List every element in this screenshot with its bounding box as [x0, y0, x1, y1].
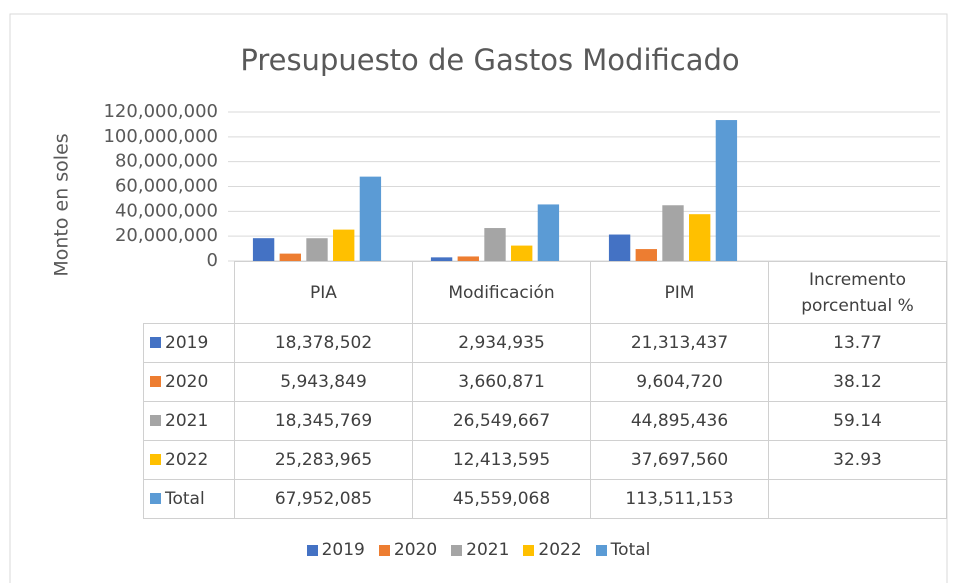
y-axis-label: Monto en soles	[51, 133, 73, 276]
bar	[252, 238, 275, 261]
table-header-row: PIA Modificación PIM Incremento porcentual …	[143, 261, 947, 324]
bar	[484, 228, 506, 261]
series-name: 2020	[165, 372, 209, 392]
legend-item: 2019	[306, 540, 365, 560]
table-key: 2021	[143, 401, 235, 441]
y-tick-label: 120,000,000	[103, 101, 218, 122]
table-header: Incremento porcentual %	[768, 261, 947, 324]
table-corner	[143, 261, 235, 324]
bar	[279, 253, 301, 261]
legend-item: 2020	[378, 540, 438, 560]
series-name: Total	[165, 489, 205, 509]
table-cell: 18,345,769	[234, 401, 413, 441]
legend-label: 2020	[393, 540, 438, 560]
legend-swatch	[150, 337, 161, 348]
bar	[457, 256, 479, 261]
legend-swatch	[523, 544, 535, 556]
table-row: Total 67,952,085 45,559,068 113,511,153	[143, 479, 947, 519]
legend-swatch	[150, 415, 161, 426]
bar	[430, 257, 453, 261]
table-cell: 44,895,436	[590, 401, 769, 441]
legend-swatch	[451, 544, 463, 556]
y-tick-label: 80,000,000	[115, 151, 218, 172]
table-cell: 21,313,437	[590, 323, 769, 363]
series-name: 2019	[165, 333, 209, 353]
bar	[306, 238, 328, 261]
table-cell: 37,697,560	[590, 440, 769, 480]
table-row: 2019 18,378,502 2,934,935 21,313,437 13.77	[143, 323, 947, 363]
table-row: 2022 25,283,965 12,413,595 37,697,560 32.93	[143, 440, 947, 480]
y-tick-label: 60,000,000	[115, 176, 218, 197]
table-key: 2022	[143, 440, 235, 480]
bar	[359, 176, 382, 261]
data-table: PIA Modificación PIM Incremento porcentual …	[143, 261, 947, 519]
table-cell: 59.14	[768, 401, 947, 441]
chart-border	[9, 13, 948, 583]
legend-label: 2019	[321, 540, 365, 560]
table-cell: 3,660,871	[412, 362, 591, 402]
legend-label: 2021	[466, 540, 510, 560]
bar	[635, 249, 657, 261]
table-cell: 67,952,085	[234, 479, 413, 519]
table-cell: 9,604,720	[590, 362, 769, 402]
table-row: 2020 5,943,849 3,660,871 9,604,720 38.12	[143, 362, 947, 402]
legend-swatch	[150, 376, 161, 387]
bar	[715, 120, 738, 262]
legend-swatch	[595, 544, 607, 556]
bar	[537, 204, 560, 261]
legend-swatch	[150, 493, 161, 504]
y-tick-label: 20,000,000	[115, 225, 218, 246]
legend-label: 2022	[538, 540, 582, 560]
series-name: 2021	[165, 411, 209, 431]
legend-item: Total	[595, 540, 651, 560]
table-cell: 26,549,667	[412, 401, 591, 441]
chart-title: Presupuesto de Gastos Modificado	[240, 43, 739, 77]
bar	[662, 205, 684, 261]
table-cell	[768, 479, 947, 519]
bar	[608, 234, 631, 261]
table-cell: 32.93	[768, 440, 947, 480]
series-name: 2022	[165, 450, 209, 470]
table-key: 2020	[143, 362, 235, 402]
y-tick-label: 40,000,000	[115, 200, 218, 221]
bar	[511, 245, 533, 261]
table-header: PIA	[234, 261, 413, 324]
legend-swatch	[306, 544, 318, 556]
legend-swatch	[378, 544, 390, 556]
table-cell: 38.12	[768, 362, 947, 402]
bar	[333, 229, 355, 261]
legend-label: Total	[610, 540, 651, 560]
table-cell: 5,943,849	[234, 362, 413, 402]
legend-item: 2021	[451, 540, 509, 560]
table-key: Total	[143, 479, 235, 519]
table-cell: 12,413,595	[412, 440, 591, 480]
table-header: PIM	[590, 261, 769, 324]
table-cell: 13.77	[768, 323, 947, 363]
table-cell: 18,378,502	[234, 323, 413, 363]
table-row: 2021 18,345,769 26,549,667 44,895,436 59.14	[143, 401, 947, 441]
legend-item: 2022	[523, 540, 582, 560]
table-header: Modificación	[412, 261, 591, 324]
y-tick-label: 100,000,000	[103, 126, 218, 147]
table-key: 2019	[143, 323, 235, 363]
bar	[689, 214, 711, 261]
table-cell: 113,511,153	[590, 479, 769, 519]
table-cell: 2,934,935	[412, 323, 591, 363]
y-tick-label: 0	[207, 250, 218, 271]
table-cell: 25,283,965	[234, 440, 413, 480]
table-cell: 45,559,068	[412, 479, 591, 519]
legend-swatch	[150, 454, 161, 465]
legend: 2019 2020 2021 2022 Total	[0, 540, 957, 560]
